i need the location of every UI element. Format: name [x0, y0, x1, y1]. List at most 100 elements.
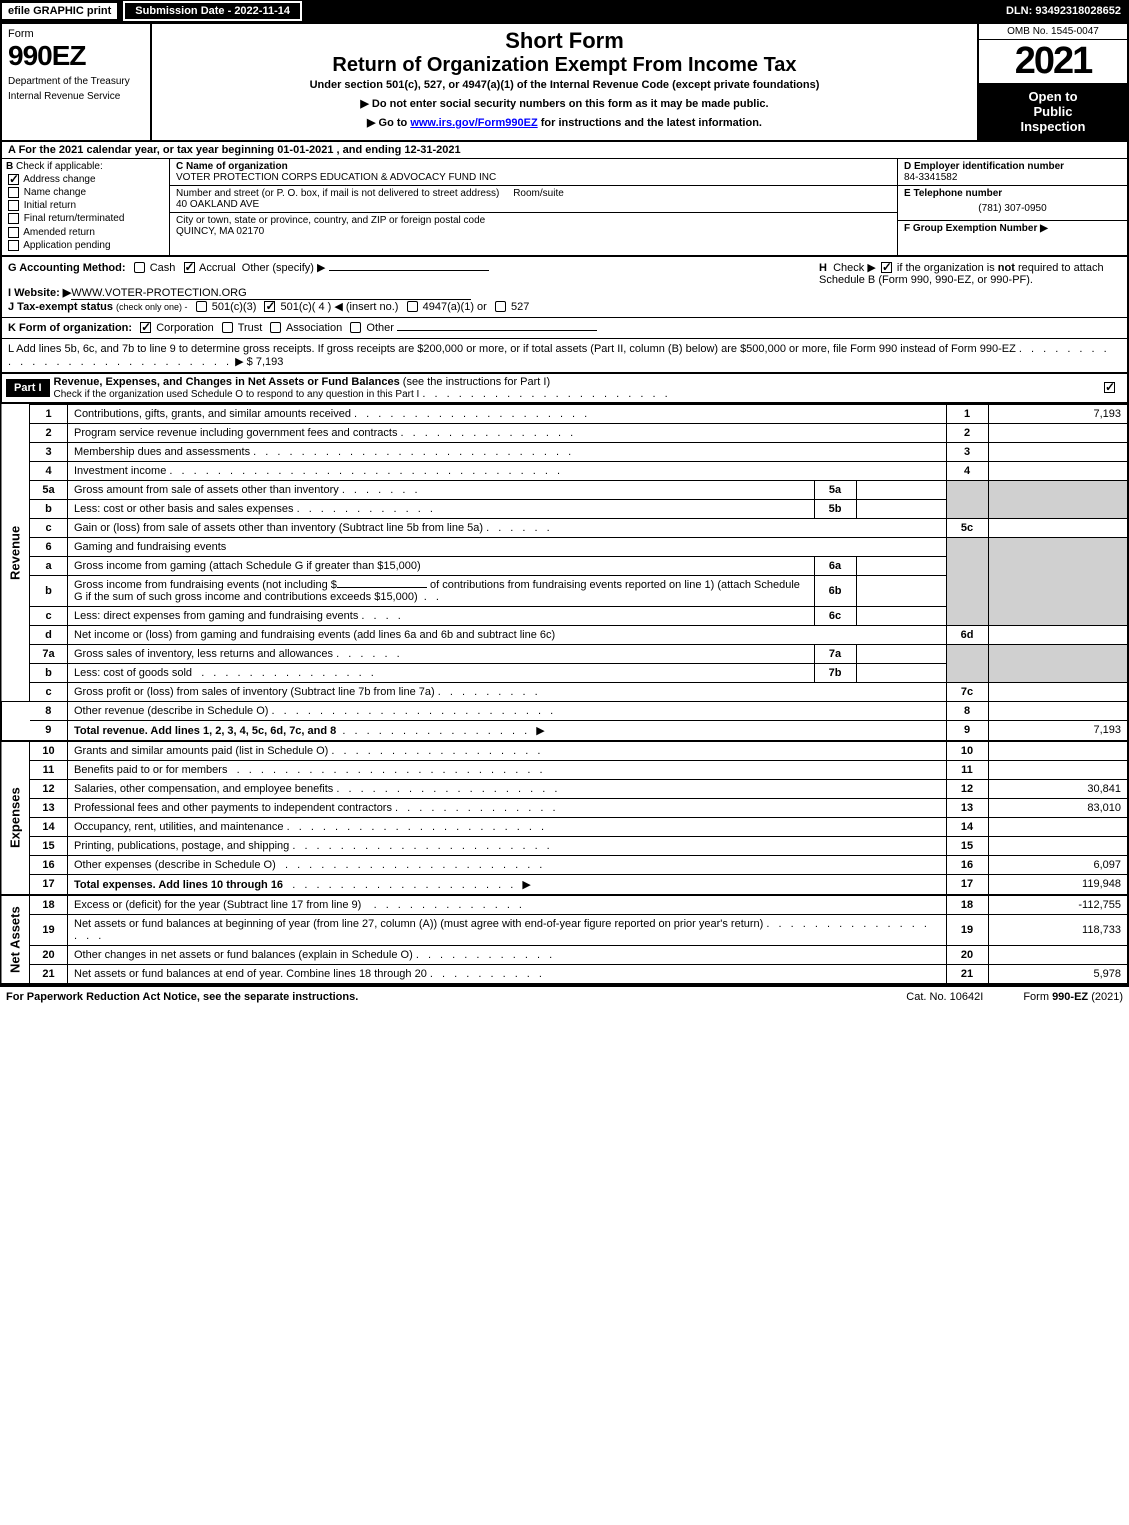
line-h: H Check ▶ if the organization is not req…: [811, 261, 1121, 313]
table-row: 4 Investment income . . . . . . . . . . …: [1, 461, 1128, 480]
dept-irs: Internal Revenue Service: [8, 91, 144, 102]
part-i-header: Part I Revenue, Expenses, and Changes in…: [0, 374, 1129, 404]
radio-527[interactable]: [495, 301, 506, 312]
form-number: 990EZ: [8, 40, 144, 72]
table-row: 13 Professional fees and other payments …: [1, 798, 1128, 817]
checkbox-icon: [8, 174, 19, 185]
phone-value: (781) 307-0950: [904, 199, 1121, 218]
short-form-label: Short Form: [158, 28, 971, 54]
line-g-h: G Accounting Method: Cash Accrual Other …: [0, 257, 1129, 318]
expenses-side-label: Expenses: [1, 741, 30, 895]
city-state-zip: QUINCY, MA 02170: [176, 226, 264, 237]
val-line-21: 5,978: [988, 964, 1128, 984]
val-line-19: 118,733: [988, 914, 1128, 945]
org-name: VOTER PROTECTION CORPS EDUCATION & ADVOC…: [176, 172, 496, 183]
chk-amended-return[interactable]: Amended return: [6, 227, 165, 238]
header-right: OMB No. 1545-0047 2021 Open to Public In…: [977, 24, 1127, 140]
val-line-18: -112,755: [988, 895, 1128, 915]
val-line-16: 6,097: [988, 855, 1128, 874]
table-row: 3 Membership dues and assessments . . . …: [1, 442, 1128, 461]
table-row: 2 Program service revenue including gove…: [1, 423, 1128, 442]
chk-name-change[interactable]: Name change: [6, 187, 165, 198]
chk-address-change[interactable]: Address change: [6, 174, 165, 185]
gross-receipts-amount: ▶ $ 7,193: [235, 356, 283, 368]
cat-number: Cat. No. 10642I: [866, 991, 1023, 1003]
chk-schedule-b-not-required[interactable]: [881, 262, 892, 273]
radio-4947[interactable]: [407, 301, 418, 312]
table-row: c Gain or (loss) from sale of assets oth…: [1, 518, 1128, 537]
form-note-goto: ▶ Go to www.irs.gov/Form990EZ for instru…: [158, 116, 971, 129]
chk-initial-return[interactable]: Initial return: [6, 200, 165, 211]
chk-association[interactable]: [270, 322, 281, 333]
chk-other[interactable]: [350, 322, 361, 333]
val-line-13: 83,010: [988, 798, 1128, 817]
efile-print-label[interactable]: efile GRAPHIC print: [0, 1, 119, 21]
chk-application-pending[interactable]: Application pending: [6, 240, 165, 251]
table-row: 6 Gaming and fundraising events: [1, 537, 1128, 556]
top-bar: efile GRAPHIC print Submission Date - 20…: [0, 0, 1129, 22]
part-i-label: Part I: [6, 379, 50, 397]
table-row: 5a Gross amount from sale of assets othe…: [1, 480, 1128, 499]
group-exemption-row: F Group Exemption Number ▶: [898, 221, 1127, 236]
table-row: 16 Other expenses (describe in Schedule …: [1, 855, 1128, 874]
section-c: C Name of organization VOTER PROTECTION …: [170, 159, 897, 255]
table-row: Revenue 1 Contributions, gifts, grants, …: [1, 404, 1128, 423]
line-a-calendar-year: A For the 2021 calendar year, or tax yea…: [0, 142, 1129, 158]
form-word: Form: [8, 28, 144, 40]
line-k: K Form of organization: Corporation Trus…: [0, 318, 1129, 339]
table-row: 21 Net assets or fund balances at end of…: [1, 964, 1128, 984]
street-address: 40 OAKLAND AVE: [176, 199, 259, 210]
form-header: Form 990EZ Department of the Treasury In…: [0, 22, 1129, 142]
table-row: Expenses 10 Grants and similar amounts p…: [1, 741, 1128, 761]
ein-row: D Employer identification number 84-3341…: [898, 159, 1127, 186]
val-line-1: 7,193: [988, 404, 1128, 423]
checkbox-icon: [8, 240, 19, 251]
table-row: 15 Printing, publications, postage, and …: [1, 836, 1128, 855]
chk-corporation[interactable]: [140, 322, 151, 333]
val-line-12: 30,841: [988, 779, 1128, 798]
chk-schedule-o-used[interactable]: [1104, 382, 1115, 393]
irs-link[interactable]: www.irs.gov/Form990EZ: [410, 117, 537, 129]
table-row: 7a Gross sales of inventory, less return…: [1, 644, 1128, 663]
table-row: 12 Salaries, other compensation, and emp…: [1, 779, 1128, 798]
table-row: 11 Benefits paid to or for members . . .…: [1, 760, 1128, 779]
checkbox-icon: [8, 200, 19, 211]
checkbox-icon: [8, 187, 19, 198]
chk-final-return[interactable]: Final return/terminated: [6, 213, 165, 224]
main-table: Revenue 1 Contributions, gifts, grants, …: [0, 404, 1129, 985]
table-row: 14 Occupancy, rent, utilities, and maint…: [1, 817, 1128, 836]
website-value: WWW.VOTER-PROTECTION.ORG: [71, 287, 471, 300]
form-title: Return of Organization Exempt From Incom…: [158, 54, 971, 77]
form-footer-label: Form 990-EZ (2021): [1023, 991, 1123, 1003]
radio-501c[interactable]: [264, 301, 275, 312]
line-l: L Add lines 5b, 6c, and 7b to line 9 to …: [0, 339, 1129, 374]
table-row: 8 Other revenue (describe in Schedule O)…: [1, 701, 1128, 720]
form-note-ssn: ▶ Do not enter social security numbers o…: [158, 97, 971, 110]
chk-trust[interactable]: [222, 322, 233, 333]
line-j-label: J Tax-exempt status: [8, 301, 113, 313]
address-row: Number and street (or P. O. box, if mail…: [170, 186, 897, 213]
dln-label: DLN: 93492318028652: [998, 3, 1129, 19]
header-left: Form 990EZ Department of the Treasury In…: [2, 24, 152, 140]
checkbox-icon: [8, 213, 19, 224]
section-def: D Employer identification number 84-3341…: [897, 159, 1127, 255]
omb-number: OMB No. 1545-0047: [979, 24, 1127, 40]
table-row: c Gross profit or (loss) from sales of i…: [1, 682, 1128, 701]
checkbox-icon: [8, 227, 19, 238]
form-subtitle: Under section 501(c), 527, or 4947(a)(1)…: [158, 79, 971, 91]
phone-row: E Telephone number (781) 307-0950: [898, 186, 1127, 221]
paperwork-notice: For Paperwork Reduction Act Notice, see …: [6, 991, 866, 1003]
table-row: 17 Total expenses. Add lines 10 through …: [1, 874, 1128, 895]
radio-cash[interactable]: [134, 262, 145, 273]
revenue-side-label: Revenue: [1, 404, 30, 701]
open-public-inspection: Open to Public Inspection: [979, 83, 1127, 140]
page-footer: For Paperwork Reduction Act Notice, see …: [0, 985, 1129, 1007]
radio-501c3[interactable]: [196, 301, 207, 312]
radio-accrual[interactable]: [184, 262, 195, 273]
header-center: Short Form Return of Organization Exempt…: [152, 24, 977, 140]
info-grid: B Check if applicable: Address change Na…: [0, 158, 1129, 257]
city-row: City or town, state or province, country…: [170, 213, 897, 239]
line-g: G Accounting Method: Cash Accrual Other …: [8, 261, 811, 313]
table-row: 19 Net assets or fund balances at beginn…: [1, 914, 1128, 945]
table-row: 9 Total revenue. Add lines 1, 2, 3, 4, 5…: [1, 720, 1128, 741]
